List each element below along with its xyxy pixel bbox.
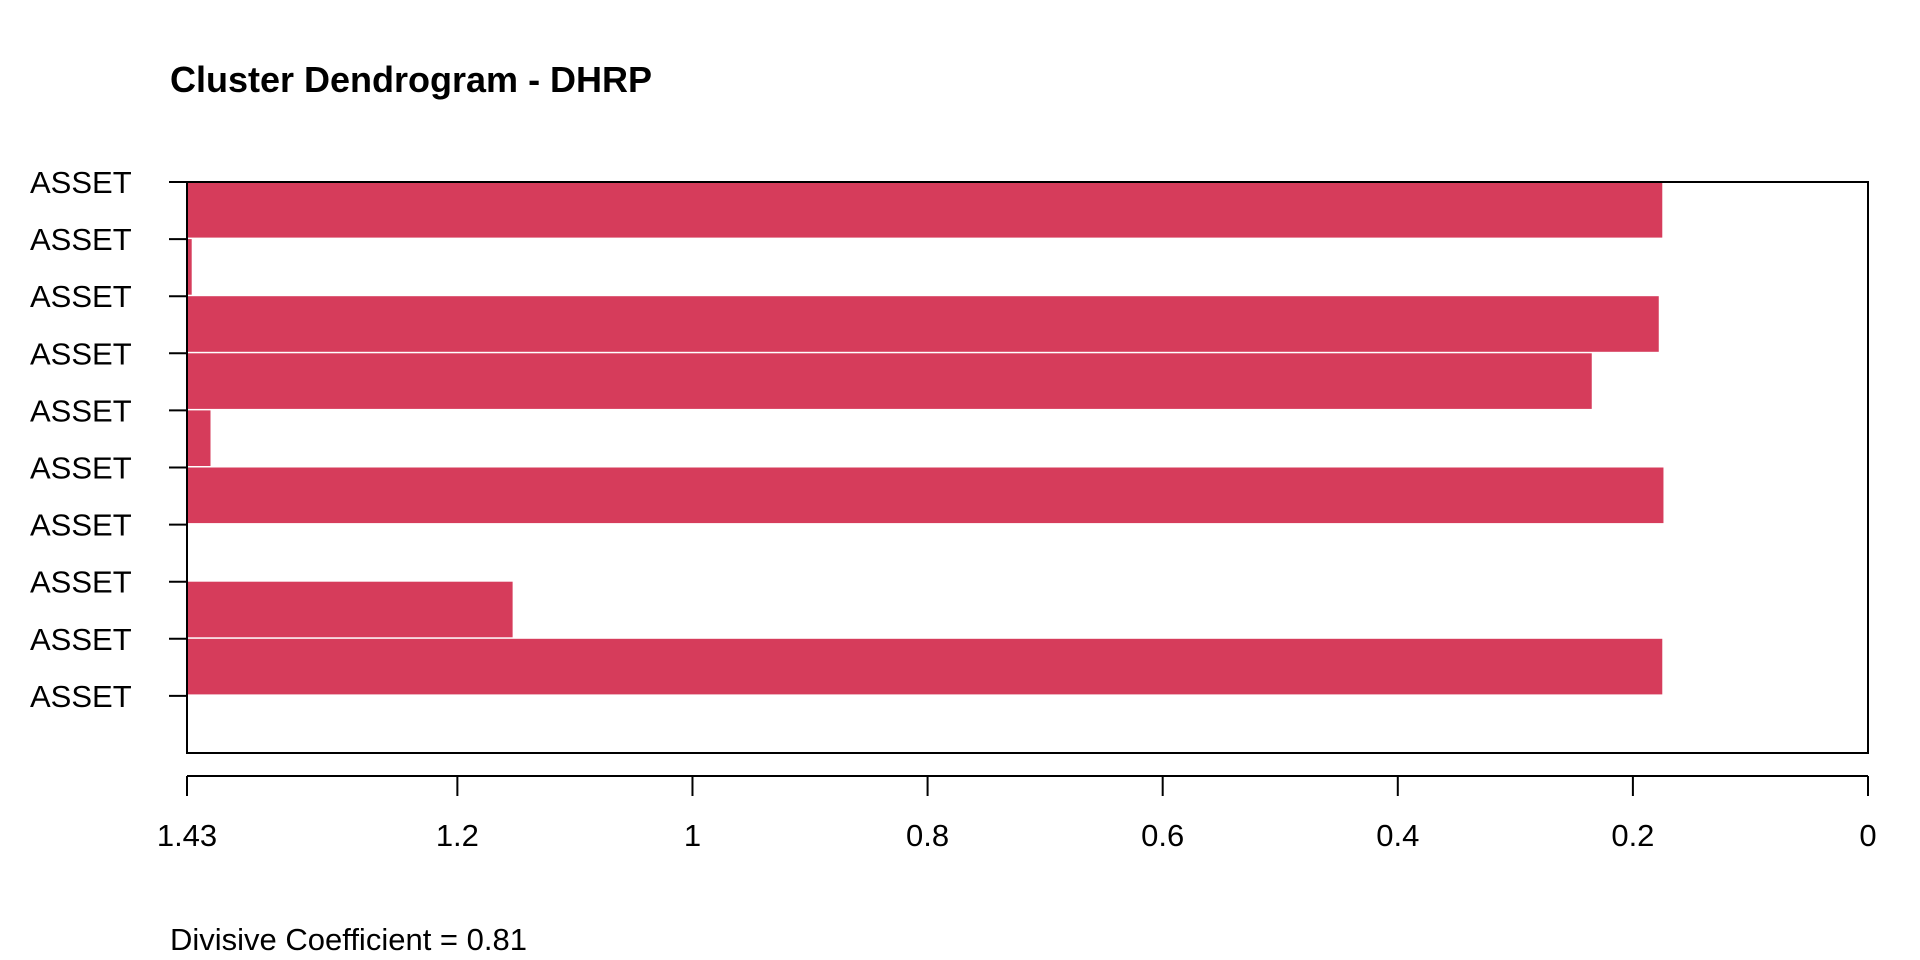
bar-9 [187, 638, 1663, 695]
y-tick-label: ASSET [30, 222, 132, 257]
x-tick-label: 0 [1859, 818, 1876, 853]
x-tick-label: 1 [684, 818, 701, 853]
bar-6 [187, 467, 1664, 524]
bar-2 [187, 239, 192, 295]
bar-5 [187, 410, 211, 466]
bar-4 [187, 353, 1592, 409]
y-tick-label: ASSET [30, 165, 132, 200]
x-axis: 1.43 1.2 1 0.8 0.6 0.4 0.2 0 [157, 775, 1877, 853]
y-tick-label: ASSET [30, 622, 132, 657]
x-tick-label: 0.6 [1141, 818, 1184, 853]
bar-8 [187, 581, 513, 638]
chart-title: Cluster Dendrogram - DHRP [170, 59, 652, 100]
x-tick-label: 0.8 [906, 818, 949, 853]
y-tick-label: ASSET [30, 393, 132, 428]
y-tick-label: ASSET [30, 565, 132, 600]
y-axis: ASSET ASSET ASSET ASSET ASSET ASSET ASSET ASSET… [30, 165, 187, 714]
y-tick-label: ASSET [30, 336, 132, 371]
x-tick-label: 0.2 [1611, 818, 1654, 853]
y-tick-label: ASSET [30, 279, 132, 314]
x-tick-label: 0.4 [1376, 818, 1419, 853]
bars-group [187, 182, 1664, 695]
divisive-coefficient: Divisive Coefficient = 0.81 [170, 922, 527, 957]
y-tick-label: ASSET [30, 679, 132, 714]
x-tick-label: 1.43 [157, 818, 217, 853]
y-tick-label: ASSET [30, 451, 132, 486]
y-tick-label: ASSET [30, 508, 132, 543]
bar-1 [187, 182, 1663, 238]
bar-3 [187, 296, 1659, 352]
x-tick-label: 1.2 [436, 818, 479, 853]
